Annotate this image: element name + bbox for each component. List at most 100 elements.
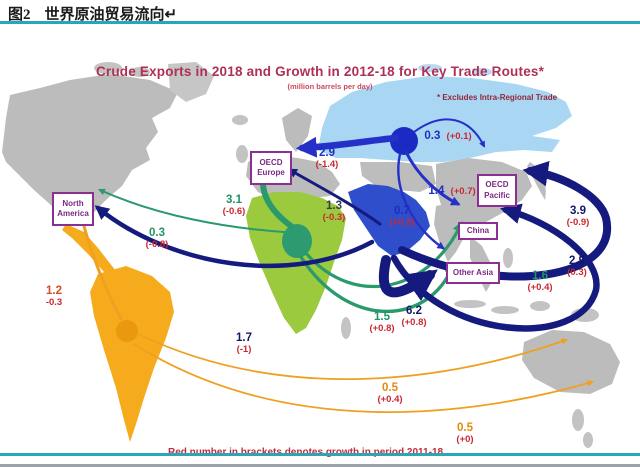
- document-figure-caption: 图2 世界原油贸易流向↵: [8, 3, 177, 24]
- region-box-other-asia: Other Asia: [446, 262, 500, 284]
- flow-arrow-southamerica-asia-1: [137, 333, 568, 380]
- flow-arrow-mideast-northamerica: [94, 205, 375, 269]
- header-divider: [0, 21, 640, 24]
- landmass-south-america: [90, 266, 174, 442]
- flow-value: 2.9: [568, 255, 585, 267]
- flow-growth: (-1): [236, 343, 252, 355]
- flow-label-africa-northamerica: 0.3 (-0.8): [146, 227, 169, 250]
- chart-note: * Excludes Intra-Regional Trade: [437, 93, 558, 102]
- flow-value: 3.1: [225, 194, 242, 206]
- flow-label-africa-oecdeurope: 3.1 (-0.6): [223, 194, 246, 217]
- figure-number: 图2: [8, 7, 31, 23]
- landmass-iceland: [232, 115, 248, 125]
- flow-arrow-russia-otherasia: [397, 152, 445, 250]
- trade-map-figure: Crude Exports in 2018 and Growth in 2012…: [0, 24, 640, 458]
- flow-arrow-mideast-oecdeurope: [287, 168, 382, 226]
- flow-growth: (-0.3): [322, 211, 346, 223]
- flow-arrow-southamerica-asia-2: [133, 343, 594, 413]
- flow-label-mideast-china: 2.9 (0.3): [567, 255, 587, 278]
- landmass-siberian-islands: [418, 64, 442, 72]
- landmass-new-zealand: [583, 432, 593, 448]
- landmass-indonesia: [530, 301, 550, 311]
- flow-value: 0.3: [424, 130, 441, 142]
- hub-south-america: [116, 320, 138, 342]
- flow-arrow-africa-china: [303, 221, 463, 288]
- flow-growth: (0.3): [567, 266, 587, 278]
- flow-label-africa-otherasia: 1.6 (+0.4): [527, 270, 552, 293]
- region-box-china: China: [458, 222, 498, 240]
- flow-label-southamerica-asia-2: 0.5 (+0): [456, 422, 473, 445]
- flow-value: 1.5: [374, 311, 390, 323]
- landmass-greenland: [168, 62, 214, 102]
- flow-label-russia-pacific: 0.3 (+0.1): [424, 130, 471, 143]
- footer-edge-line: [0, 464, 640, 467]
- flow-growth: (-1.4): [315, 158, 339, 170]
- flow-value: 3.9: [569, 205, 586, 217]
- flow-growth: (-0.9): [566, 216, 590, 228]
- flow-label-mideast-oecdeurope: 1.3 (-0.3): [323, 200, 346, 223]
- hub-africa: [282, 224, 312, 258]
- landmass-new-zealand: [572, 409, 584, 431]
- flow-label-russia-otherasia: 0.7 (+0.3): [389, 205, 414, 228]
- flow-label-russia-oecdeurope: 2.9 (-1.4): [316, 147, 339, 170]
- landmass-madagascar: [341, 317, 351, 339]
- flow-growth: (+0.1): [446, 131, 472, 142]
- flow-value: 2.9: [318, 147, 335, 159]
- region-box-oecd-pacific: OECD Pacific: [477, 174, 517, 207]
- landmass-scandinavia: [282, 108, 312, 152]
- flow-value: 1.4: [428, 185, 445, 197]
- flow-label-mideast-pacific: 3.9 (-0.9): [567, 205, 590, 228]
- flow-growth: -0.3: [45, 296, 63, 308]
- landmass-philippines: [503, 248, 513, 268]
- figure-title: 世界原油贸易流向: [44, 7, 165, 23]
- flow-growth: (+0.4): [527, 281, 553, 293]
- flow-arrow-russia-pacific: [413, 118, 485, 148]
- landmass-indonesia: [454, 300, 486, 308]
- flow-growth: (+0): [456, 433, 474, 445]
- flow-value: 0.5: [382, 382, 398, 394]
- flow-label-russia-china: 1.4 (+0.7): [428, 185, 475, 198]
- landmass-australia: [522, 330, 620, 394]
- flow-growth: (+0.4): [377, 393, 403, 405]
- hub-russia: [390, 127, 418, 155]
- flow-label-mideast-otherasia: 6.2 (+0.8): [401, 305, 426, 328]
- chart-footnote: Red number in brackets denotes growth in…: [168, 447, 443, 458]
- landmass-britain: [236, 145, 248, 163]
- flow-growth: (-0.8): [145, 238, 169, 250]
- flow-label-southamerica-northamerica: 1.2 -0.3: [46, 285, 62, 308]
- paragraph-return-mark: ↵: [164, 7, 178, 23]
- flow-value: 1.7: [236, 332, 252, 344]
- flow-value: 0.3: [148, 227, 165, 239]
- flow-label-africa-china: 1.5 (+0.8): [369, 311, 394, 334]
- flow-growth: (-0.6): [222, 205, 246, 217]
- flow-arrow-africa-northamerica: [98, 188, 285, 233]
- landmass-arctic-islands: [130, 67, 150, 77]
- flow-value: 1.3: [325, 200, 342, 212]
- flow-label-southamerica-asia-1: 0.5 (+0.4): [377, 382, 402, 405]
- flow-growth: (+0.7): [450, 186, 476, 197]
- landmass-indonesia: [491, 306, 519, 314]
- landmass-siberian-islands: [472, 68, 492, 76]
- flow-value: 6.2: [406, 305, 422, 317]
- flow-arrow-mideast-otherasia: [378, 255, 438, 302]
- flow-arrow-mideast-china: [390, 203, 600, 332]
- landmass-middle-east: [348, 184, 430, 256]
- flow-value: 0.5: [456, 422, 473, 434]
- region-box-north-america: North America: [52, 192, 94, 226]
- flow-arrow-russia-oecdeurope: [295, 134, 400, 158]
- flow-arrow-africa-otherasia: [299, 255, 456, 314]
- landmass-north-america: [2, 74, 178, 226]
- flow-value: 0.7: [394, 205, 410, 217]
- chart-title: Crude Exports in 2018 and Growth in 2012…: [95, 64, 545, 79]
- chart-subtitle: (million barrels per day): [287, 82, 373, 91]
- footer-divider: [0, 453, 640, 456]
- flow-label-mideast-northamerica: 1.7 (-1): [236, 332, 252, 355]
- flow-growth: (+0.8): [401, 316, 427, 328]
- flow-arrow-russia-china: [404, 150, 461, 206]
- flow-growth: (+0.3): [389, 216, 415, 228]
- flow-value: 1.2: [46, 285, 62, 297]
- flow-growth: (+0.8): [369, 322, 395, 334]
- landmass-arctic-islands: [94, 62, 122, 74]
- flow-value: 1.6: [532, 270, 548, 282]
